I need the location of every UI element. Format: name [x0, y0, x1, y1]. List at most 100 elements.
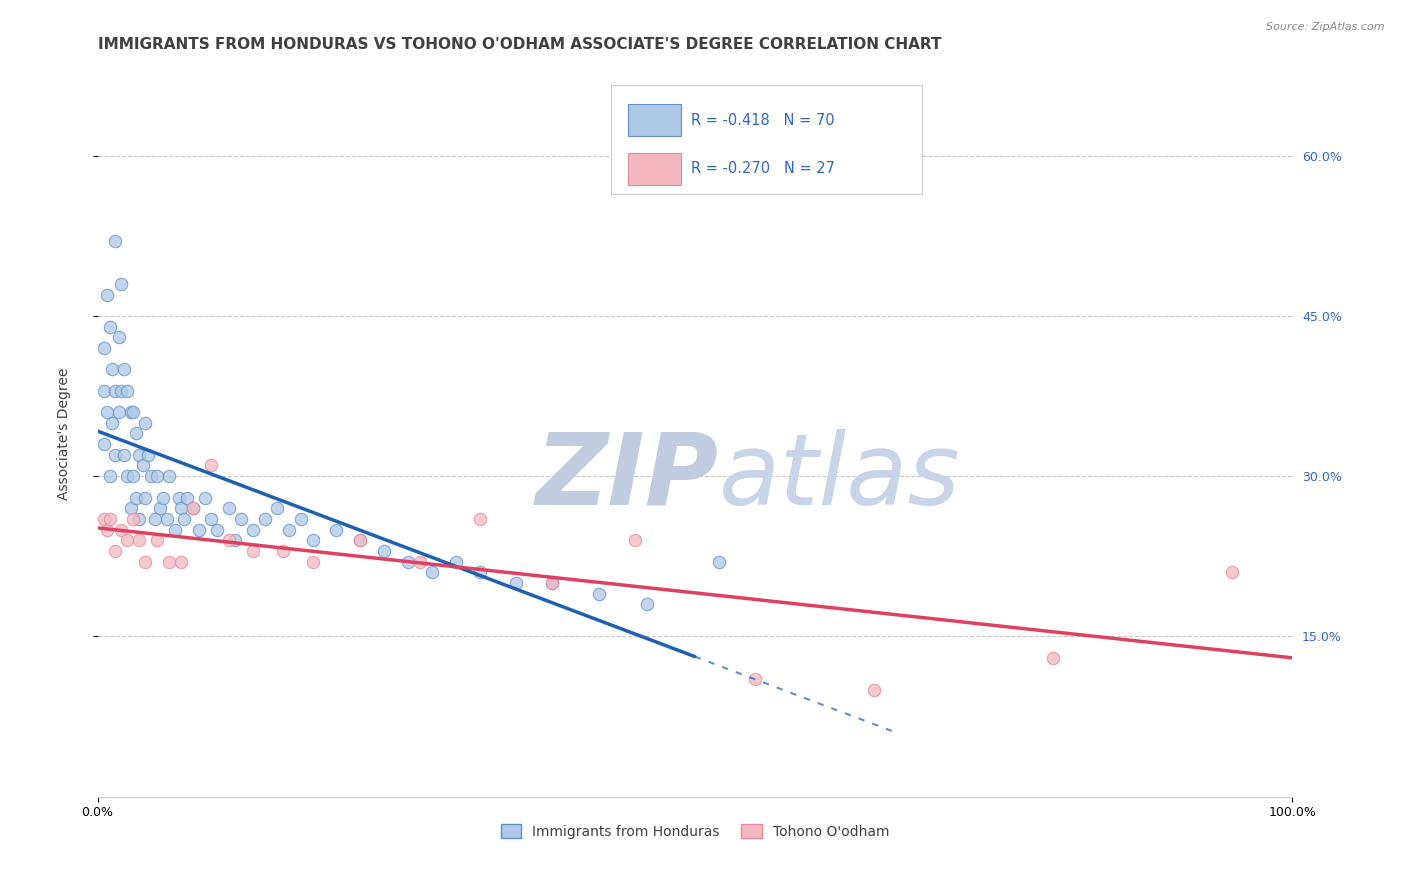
Point [540, 576, 562, 591]
Point [122, 512, 145, 526]
Point [122, 405, 145, 419]
Point [349, 533, 371, 548]
Legend: Immigrants from Honduras, Tohono O'odham: Immigrants from Honduras, Tohono O'odham [495, 818, 894, 845]
Point [420, 566, 443, 580]
Point [112, 448, 135, 462]
Point [200, 512, 222, 526]
Point [205, 523, 228, 537]
Point [636, 598, 658, 612]
Point [96, 287, 118, 301]
Point [409, 555, 432, 569]
Point [271, 544, 294, 558]
FancyBboxPatch shape [628, 153, 681, 185]
Point [96, 405, 118, 419]
Point [188, 523, 211, 537]
Point [707, 555, 730, 569]
Point [200, 458, 222, 473]
Point [128, 533, 150, 548]
Point [242, 523, 264, 537]
Point [120, 405, 142, 419]
Point [128, 448, 150, 462]
Point [110, 277, 132, 291]
Point [93, 437, 115, 451]
Point [110, 384, 132, 398]
Point [134, 491, 156, 505]
Point [104, 544, 127, 558]
Point [170, 555, 193, 569]
FancyBboxPatch shape [612, 85, 922, 194]
Text: atlas: atlas [718, 428, 960, 525]
Point [301, 533, 323, 548]
Point [128, 512, 150, 526]
Point [165, 523, 187, 537]
Point [141, 469, 163, 483]
Text: Source: ZipAtlas.com: Source: ZipAtlas.com [1267, 22, 1385, 32]
Point [373, 544, 395, 558]
Point [266, 501, 288, 516]
Point [108, 405, 131, 419]
Point [152, 491, 174, 505]
Point [125, 426, 148, 441]
Y-axis label: Associate's Degree: Associate's Degree [58, 368, 72, 500]
Point [134, 416, 156, 430]
Text: R = -0.418   N = 70: R = -0.418 N = 70 [692, 112, 835, 128]
Point [624, 533, 647, 548]
Point [1222, 566, 1244, 580]
Point [125, 491, 148, 505]
Point [863, 682, 886, 697]
Point [146, 469, 169, 483]
Point [149, 501, 172, 516]
Point [93, 384, 115, 398]
Point [229, 512, 252, 526]
Text: R = -0.270   N = 27: R = -0.270 N = 27 [692, 161, 835, 177]
Point [468, 566, 491, 580]
Point [122, 469, 145, 483]
Point [104, 234, 127, 248]
Point [120, 501, 142, 516]
Point [181, 501, 204, 516]
Point [117, 533, 139, 548]
Point [101, 362, 124, 376]
Point [98, 512, 121, 526]
Text: ZIP: ZIP [536, 428, 718, 525]
Point [134, 555, 156, 569]
Point [505, 576, 527, 591]
Point [301, 555, 323, 569]
Point [143, 512, 166, 526]
Point [349, 533, 371, 548]
Point [98, 469, 121, 483]
Point [104, 448, 127, 462]
Point [290, 512, 312, 526]
Point [540, 576, 562, 591]
Point [108, 330, 131, 344]
Point [218, 533, 240, 548]
Point [253, 512, 276, 526]
Point [167, 491, 190, 505]
Point [112, 362, 135, 376]
Point [218, 501, 240, 516]
Text: IMMIGRANTS FROM HONDURAS VS TOHONO O'ODHAM ASSOCIATE'S DEGREE CORRELATION CHART: IMMIGRANTS FROM HONDURAS VS TOHONO O'ODH… [97, 37, 941, 53]
Point [110, 523, 132, 537]
Point [588, 587, 610, 601]
Point [104, 384, 127, 398]
FancyBboxPatch shape [628, 104, 681, 136]
Point [325, 523, 347, 537]
Point [1042, 650, 1064, 665]
Point [98, 319, 121, 334]
Point [117, 384, 139, 398]
Point [93, 341, 115, 355]
Point [136, 448, 159, 462]
Point [468, 512, 491, 526]
Point [96, 523, 118, 537]
Point [181, 501, 204, 516]
Point [170, 501, 193, 516]
Point [157, 555, 180, 569]
Point [224, 533, 246, 548]
Point [157, 469, 180, 483]
Point [744, 672, 766, 686]
Point [93, 512, 115, 526]
Point [156, 512, 179, 526]
Point [242, 544, 264, 558]
Point [101, 416, 124, 430]
Point [132, 458, 155, 473]
